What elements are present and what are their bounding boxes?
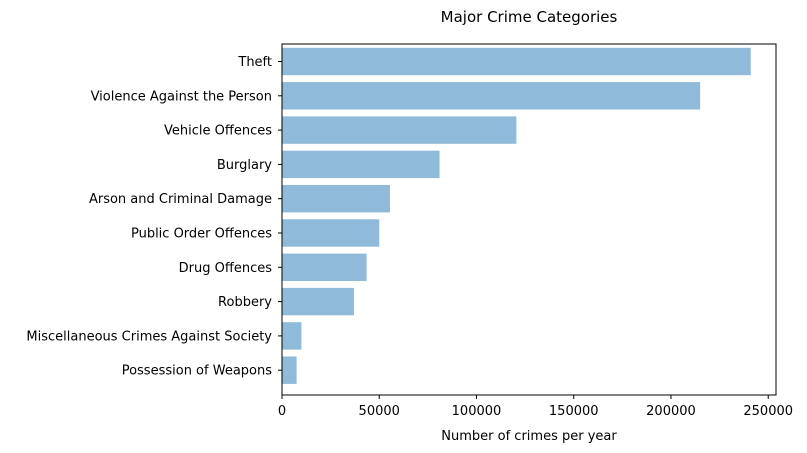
bar-possession-of-weapons: [282, 356, 297, 384]
y-tick-label: Violence Against the Person: [91, 89, 272, 104]
y-tick-label: Possession of Weapons: [122, 364, 273, 379]
bar-miscellaneous-crimes-against-society: [282, 322, 302, 350]
x-tick-label: 150000: [549, 404, 599, 419]
bar-theft: [282, 47, 751, 76]
y-tick-label: Theft: [237, 55, 272, 70]
bar-arson-and-criminal-damage: [282, 185, 390, 213]
bar-drug-offences: [282, 253, 367, 281]
bars-group: [282, 47, 751, 384]
chart-title: Major Crime Categories: [441, 8, 618, 26]
x-tick-label: 100000: [452, 404, 502, 419]
x-axis-label: Number of crimes per year: [441, 429, 617, 444]
y-tick-label: Drug Offences: [179, 261, 273, 276]
y-tick-labels: Theft Violence Against the Person Vehicle …: [26, 55, 282, 379]
y-tick-label: Miscellaneous Crimes Against Society: [26, 329, 272, 344]
bar-burglary: [282, 150, 440, 179]
y-tick-label: Burglary: [217, 158, 272, 173]
bar-public-order-offences: [282, 219, 380, 247]
x-tick-label: 0: [278, 404, 286, 419]
x-tick-label: 50000: [359, 404, 400, 419]
y-tick-label: Robbery: [218, 295, 272, 310]
x-tick-label: 250000: [743, 404, 793, 419]
bar-robbery: [282, 287, 354, 316]
x-ticks: 0 50000 100000 150000 200000 250000: [278, 395, 793, 419]
y-tick-label: Vehicle Offences: [164, 124, 272, 139]
x-tick-label: 200000: [646, 404, 696, 419]
plot-frame: [281, 43, 777, 396]
bar-violence-against-the-person: [282, 82, 701, 110]
y-tick-label: Arson and Criminal Damage: [89, 192, 272, 207]
bar-vehicle-offences: [282, 116, 517, 144]
y-tick-label: Public Order Offences: [131, 227, 272, 242]
